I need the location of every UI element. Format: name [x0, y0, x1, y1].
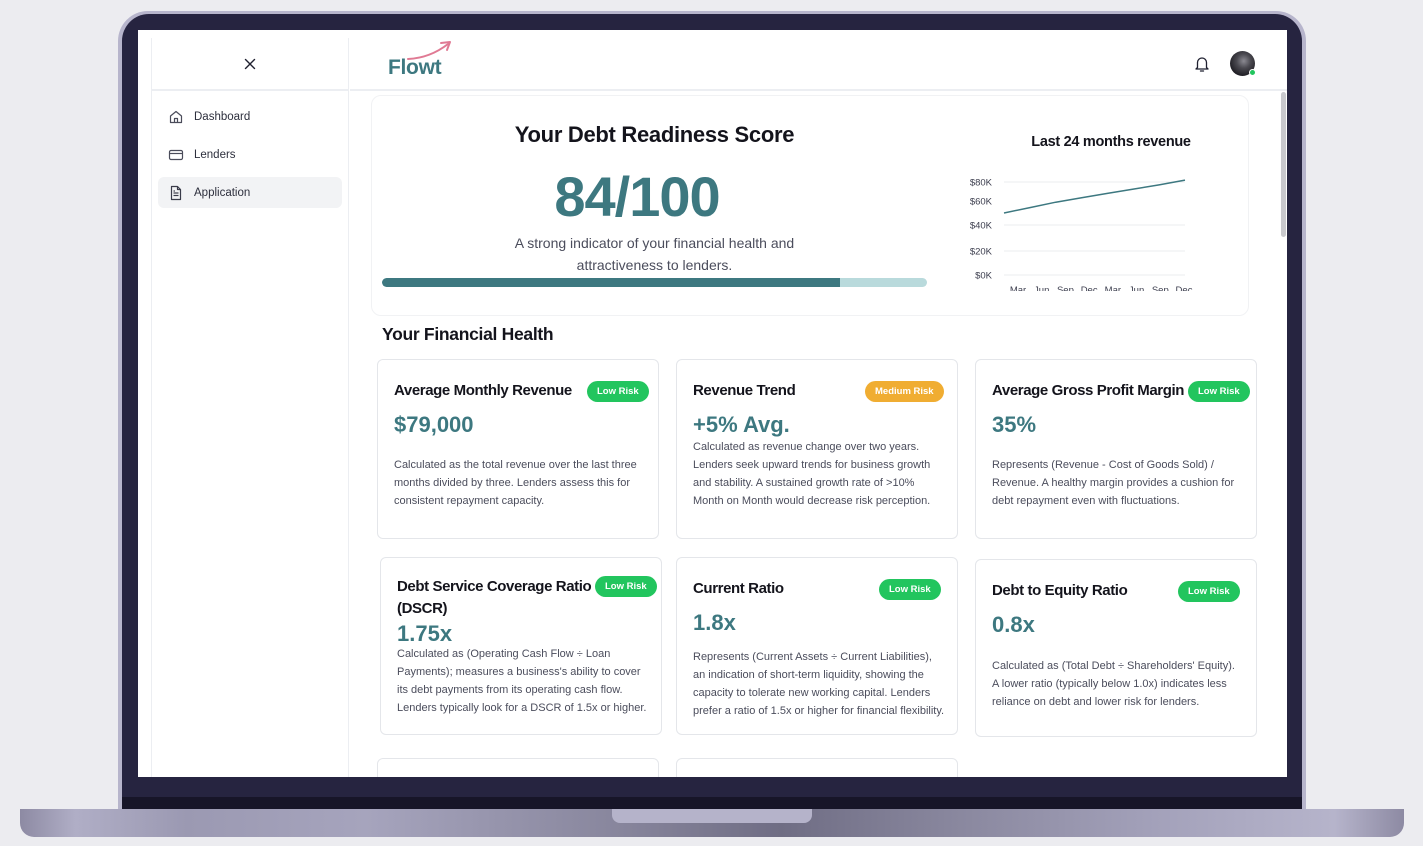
close-sidebar-button[interactable] [239, 53, 261, 75]
metric-description: Calculated as the total revenue over the… [394, 459, 637, 507]
metric-description: Calculated as (Total Debt ÷ Shareholders… [992, 660, 1235, 708]
metric-value: 1.8x [693, 610, 736, 635]
debt-readiness-card: Your Debt Readiness Score 84/100 A stron… [371, 95, 1249, 316]
bell-icon [1195, 57, 1209, 72]
laptop-chin [122, 797, 1302, 809]
sidebar-item-lenders[interactable]: Lenders [158, 139, 342, 170]
metric-title: Average Monthly Revenue [394, 382, 572, 399]
sidebar-item-label: Dashboard [194, 110, 251, 123]
document-icon [170, 185, 182, 200]
sidebar-item-label: Application [194, 186, 251, 199]
growth-arrow-icon [407, 41, 451, 60]
svg-text:$40K: $40K [970, 221, 993, 232]
svg-text:Jun: Jun [1034, 285, 1049, 291]
metric-description: Calculated as revenue change over two ye… [693, 441, 931, 507]
sidebar-item-label: Lenders [194, 148, 236, 161]
main-content: Your Debt Readiness Score 84/100 A stron… [352, 92, 1280, 777]
metric-card-partial [377, 758, 659, 777]
metric-value: 0.8x [992, 612, 1035, 637]
metric-card-revenue-trend: Revenue Trend Medium Risk +5% Avg. Calcu… [676, 359, 958, 539]
svg-text:Dec: Dec [1176, 285, 1193, 291]
svg-text:Sep: Sep [1152, 285, 1169, 291]
top-bar: Flowt [350, 30, 1287, 91]
svg-text:Mar: Mar [1010, 285, 1026, 291]
revenue-line-chart: $0K $20K $40K $60K $80K Mar Jun Sep Dec Mar Jun Sep… [970, 178, 1193, 292]
metric-title: Revenue Trend [693, 382, 796, 399]
close-icon [244, 58, 256, 69]
svg-text:$0K: $0K [975, 271, 993, 282]
metric-description: Calculated as (Operating Cash Flow ÷ Loa… [397, 648, 647, 714]
metric-title: Debt Service Coverage Ratio (DSCR) [397, 578, 592, 617]
flowt-logo[interactable]: Flowt [388, 40, 452, 80]
metric-card-partial [676, 758, 958, 777]
svg-text:Mar: Mar [1105, 285, 1121, 291]
notifications-button[interactable] [1194, 55, 1210, 73]
svg-text:Sep: Sep [1057, 285, 1074, 291]
sidebar: Dashboard Lenders Application [151, 38, 349, 777]
metric-value: 1.75x [397, 621, 453, 646]
logo-text: Flowt [388, 56, 442, 79]
svg-text:Jun: Jun [1129, 285, 1144, 291]
metric-card-dscr: Debt Service Coverage Ratio (DSCR) Low R… [380, 557, 662, 735]
metric-value: 35% [992, 412, 1037, 437]
risk-badge: Low Risk [587, 381, 649, 402]
metric-card-gross-profit-margin: Average Gross Profit Margin Low Risk 35%… [975, 359, 1257, 539]
sidebar-header [152, 38, 348, 91]
metric-card-debt-to-equity: Debt to Equity Ratio Low Risk 0.8x Calcu… [975, 559, 1257, 737]
metric-value: $79,000 [394, 412, 474, 437]
risk-badge: Low Risk [1178, 581, 1240, 602]
financial-health-title: Your Financial Health [382, 324, 554, 344]
svg-text:$60K: $60K [970, 197, 993, 208]
metric-description: Represents (Current Assets ÷ Current Lia… [693, 651, 945, 717]
svg-text:Dec: Dec [1081, 285, 1098, 291]
laptop-notch [612, 809, 812, 823]
svg-text:$20K: $20K [970, 247, 993, 258]
metric-card-average-monthly-revenue: Average Monthly Revenue Low Risk $79,000… [377, 359, 659, 539]
sidebar-nav: Dashboard Lenders Application [152, 91, 348, 225]
revenue-line [1003, 179, 1186, 214]
score-value: 84/100 [554, 165, 720, 228]
score-progress-bar [382, 278, 927, 287]
home-icon [169, 110, 183, 123]
metric-card-current-ratio: Current Ratio Low Risk 1.8x Represents (… [676, 557, 958, 735]
score-description: A strong indicator of your financial hea… [514, 235, 795, 273]
svg-text:$80K: $80K [970, 178, 993, 189]
risk-badge: Low Risk [1188, 381, 1250, 402]
metric-value: +5% Avg. [693, 412, 790, 437]
app-screen: Dashboard Lenders Application [138, 30, 1287, 777]
sidebar-item-application[interactable]: Application [158, 177, 342, 208]
credit-card-icon [168, 149, 184, 160]
metric-title: Current Ratio [693, 580, 784, 597]
metric-description: Represents (Revenue - Cost of Goods Sold… [992, 459, 1235, 507]
user-avatar[interactable] [1230, 51, 1256, 76]
scrollbar-track[interactable] [1280, 92, 1287, 777]
risk-badge: Medium Risk [865, 381, 944, 402]
score-progress-fill [382, 278, 840, 287]
risk-badge: Low Risk [595, 576, 657, 597]
revenue-chart-title: Last 24 months revenue [1031, 134, 1191, 150]
scrollbar-thumb[interactable] [1281, 92, 1286, 237]
online-status-indicator [1249, 69, 1256, 76]
metric-title: Average Gross Profit Margin [992, 382, 1185, 399]
score-title: Your Debt Readiness Score [514, 122, 795, 147]
sidebar-item-dashboard[interactable]: Dashboard [158, 101, 342, 132]
metric-title: Debt to Equity Ratio [992, 582, 1128, 599]
risk-badge: Low Risk [879, 579, 941, 600]
